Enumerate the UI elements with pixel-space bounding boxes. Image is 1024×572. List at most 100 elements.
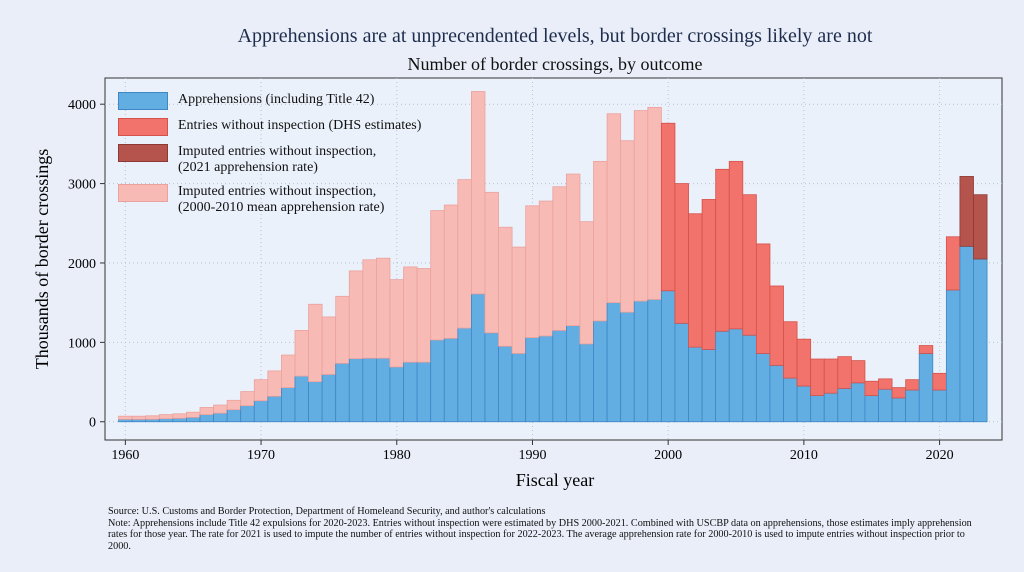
bar-segment bbox=[362, 259, 377, 359]
bar-segment bbox=[688, 213, 703, 348]
legend-swatch bbox=[118, 184, 168, 202]
bar-segment bbox=[905, 389, 920, 423]
bar-segment bbox=[511, 246, 527, 354]
bar-segment bbox=[362, 357, 377, 423]
note: Note: Apprehensions include Title 42 exp… bbox=[108, 517, 972, 552]
bar-segment bbox=[131, 415, 147, 420]
bar-segment bbox=[213, 404, 228, 414]
bar-segment bbox=[525, 337, 540, 423]
bar-segment bbox=[959, 245, 974, 423]
bar-segment bbox=[172, 413, 187, 419]
bar-segment bbox=[864, 380, 879, 396]
bar-segment bbox=[470, 293, 486, 423]
bar-segment bbox=[376, 357, 391, 423]
bar-segment bbox=[565, 173, 581, 327]
bar-segment bbox=[538, 200, 554, 337]
bar-segment bbox=[511, 353, 527, 423]
bar-segment bbox=[416, 361, 432, 423]
bar-segment bbox=[484, 332, 499, 423]
bar-segment bbox=[783, 321, 798, 379]
bar-segment bbox=[728, 328, 744, 423]
bar-segment bbox=[945, 236, 961, 291]
bar-segment bbox=[348, 270, 364, 360]
bar-segment bbox=[294, 375, 309, 423]
bar-segment bbox=[457, 327, 472, 423]
legend-label: Imputed entries without inspection, (200… bbox=[178, 184, 385, 215]
bar-segment bbox=[728, 160, 744, 330]
bar-segment bbox=[416, 268, 432, 363]
bar-segment bbox=[823, 358, 839, 394]
bar-segment bbox=[878, 388, 893, 423]
bar-segment bbox=[850, 360, 866, 384]
chart-subtitle: Number of border crossings, by outcome bbox=[408, 54, 703, 74]
bar-segment bbox=[335, 295, 350, 364]
bar-segment bbox=[823, 392, 839, 423]
bar-segment bbox=[525, 205, 540, 338]
bar-segment bbox=[674, 322, 689, 423]
legend-label: Entries without inspection (DHS estimate… bbox=[178, 118, 422, 133]
bar-segment bbox=[796, 338, 812, 387]
bar-segment bbox=[484, 191, 499, 334]
bar-segment bbox=[593, 160, 608, 322]
bar-segment bbox=[267, 370, 282, 397]
bar-segment bbox=[783, 377, 798, 423]
bar-segment bbox=[281, 387, 296, 423]
bar-segment bbox=[213, 412, 228, 423]
chart-title: Apprehensions are at unprecendented leve… bbox=[238, 25, 873, 47]
bar-segment bbox=[755, 353, 771, 423]
bar-segment bbox=[389, 279, 404, 368]
bar-segment bbox=[172, 417, 187, 423]
bar-segment bbox=[701, 349, 717, 423]
bar-segment bbox=[837, 387, 852, 423]
bar-segment bbox=[755, 243, 771, 354]
bar-segment bbox=[620, 311, 635, 423]
bar-segment bbox=[294, 330, 309, 377]
y-tick-label: 1000 bbox=[68, 336, 96, 351]
bar-segment bbox=[199, 414, 214, 423]
y-tick-label: 4000 bbox=[68, 98, 96, 113]
bar-segment bbox=[389, 366, 404, 423]
legend: Apprehensions (including Title 42) Entrie… bbox=[118, 92, 421, 224]
x-tick-label: 1970 bbox=[247, 448, 275, 463]
bar-segment bbox=[647, 106, 662, 300]
bar-segment bbox=[498, 345, 513, 423]
bar-segment bbox=[864, 395, 879, 423]
bar-segment bbox=[674, 183, 689, 324]
bar-segment bbox=[769, 285, 784, 366]
bar-segment bbox=[701, 199, 717, 350]
y-tick-label: 3000 bbox=[68, 178, 96, 193]
bar-segment bbox=[565, 325, 581, 423]
legend-swatch bbox=[118, 144, 168, 162]
bar-segment bbox=[226, 399, 242, 411]
bar-segment bbox=[647, 299, 662, 423]
bar-segment bbox=[253, 400, 269, 423]
bar-segment bbox=[810, 358, 825, 396]
bar-segment bbox=[945, 289, 961, 423]
bar-segment bbox=[321, 316, 337, 375]
bar-segment bbox=[742, 194, 757, 336]
bar-segment bbox=[457, 179, 472, 329]
bar-segment bbox=[145, 415, 160, 420]
bar-segment bbox=[769, 364, 784, 423]
bar-segment bbox=[905, 379, 920, 391]
bar-segment bbox=[552, 186, 567, 331]
bar-segment bbox=[552, 330, 567, 423]
bar-segment bbox=[240, 391, 255, 407]
bar-segment bbox=[620, 140, 635, 313]
y-axis-label: Thousands of border crossings bbox=[32, 149, 52, 369]
bar-segment bbox=[579, 343, 594, 423]
bar-segment bbox=[498, 226, 513, 347]
bar-segment bbox=[308, 303, 323, 383]
bar-segment bbox=[281, 354, 296, 389]
bar-segment bbox=[891, 397, 907, 423]
x-tick-label: 2010 bbox=[790, 448, 818, 463]
bars bbox=[118, 91, 988, 423]
bar-segment bbox=[348, 358, 364, 423]
bar-segment bbox=[606, 113, 622, 304]
bar-segment bbox=[633, 110, 649, 302]
legend-item: Entries without inspection (DHS estimate… bbox=[118, 118, 421, 136]
legend-swatch bbox=[118, 118, 168, 136]
bar-segment bbox=[973, 258, 988, 423]
